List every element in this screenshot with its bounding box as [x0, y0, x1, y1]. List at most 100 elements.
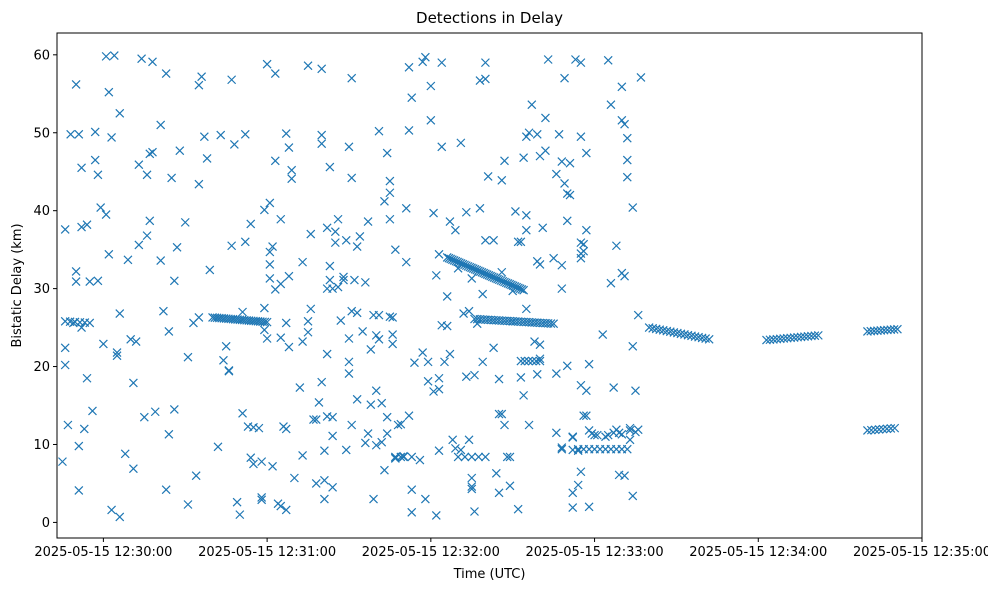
- scatter-point: [104, 87, 114, 97]
- scatter-point: [460, 452, 470, 462]
- scatter-point: [366, 344, 376, 354]
- scatter-point: [648, 323, 658, 333]
- scatter-point: [426, 81, 436, 91]
- scatter-point: [410, 358, 419, 368]
- scatter-point: [622, 444, 632, 454]
- scatter-point: [874, 425, 884, 434]
- scatter-point: [194, 179, 204, 189]
- scatter-point: [382, 412, 392, 422]
- scatter-point: [603, 55, 613, 65]
- chart-title: Detections in Delay: [416, 9, 563, 27]
- scatter-point: [107, 505, 116, 515]
- scatter-point: [396, 419, 406, 429]
- scatter-point: [579, 239, 589, 249]
- scatter-point: [598, 330, 608, 340]
- scatter-point: [470, 507, 479, 516]
- scatter-point: [322, 223, 332, 233]
- scatter-point: [347, 173, 357, 183]
- scatter-point: [437, 58, 447, 68]
- scatter-point: [581, 225, 591, 235]
- scatter-point: [240, 237, 250, 247]
- scatter-point: [295, 383, 305, 393]
- scatter-point: [150, 407, 160, 417]
- scatter-point: [467, 482, 477, 491]
- scatter-point: [505, 481, 515, 491]
- scatter-point: [385, 312, 395, 322]
- scatter-point: [227, 241, 237, 251]
- scatter-point: [644, 323, 654, 333]
- scatter-point: [882, 424, 892, 434]
- scatter-point: [480, 235, 490, 245]
- scatter-point: [213, 442, 223, 452]
- scatter-point: [475, 76, 485, 85]
- scatter-point: [516, 237, 526, 247]
- scatter-point: [363, 429, 373, 438]
- scatter-point: [516, 373, 526, 382]
- scatter-point: [333, 214, 343, 224]
- scatter-point: [134, 160, 144, 170]
- scatter-point: [262, 59, 272, 69]
- scatter-point: [581, 411, 591, 421]
- scatter-point: [622, 172, 632, 182]
- scatter-point: [284, 342, 294, 352]
- scatter-point: [360, 438, 370, 448]
- scatter-point: [560, 178, 569, 188]
- y-axis-ticks: 0 10 20 30 40 50 60: [33, 48, 57, 531]
- scatter-point: [584, 359, 594, 369]
- scatter-point: [79, 424, 89, 434]
- scatter-point: [303, 61, 313, 71]
- scatter-point: [328, 412, 338, 422]
- scatter-point: [557, 284, 567, 294]
- scatter-point: [139, 412, 149, 422]
- scatter-point: [328, 431, 338, 441]
- scatter-point: [662, 326, 672, 336]
- scatter-point: [687, 331, 696, 341]
- scatter-point: [128, 378, 138, 388]
- scatter-point: [380, 196, 389, 206]
- scatter-point: [494, 409, 504, 419]
- scatter-point: [74, 129, 84, 139]
- scatter-point: [164, 429, 174, 439]
- scatter-point: [803, 331, 813, 341]
- scatter-point: [339, 272, 348, 282]
- scatter-point: [622, 155, 632, 165]
- scatter-point: [557, 444, 567, 454]
- scatter-point: [401, 203, 411, 213]
- scatter-point: [401, 257, 411, 267]
- x-axis-label: Time (UTC): [453, 567, 526, 582]
- scatter-point: [519, 153, 529, 163]
- scatter-point: [194, 313, 204, 322]
- scatter-point: [276, 333, 286, 343]
- scatter-point: [434, 446, 444, 456]
- scatter-point: [470, 370, 479, 380]
- y-tick-label: 0: [42, 516, 50, 531]
- scatter-point: [270, 156, 280, 166]
- scatter-point: [694, 332, 703, 342]
- scatter-point: [249, 459, 258, 469]
- scatter-point: [60, 360, 70, 370]
- scatter-point: [101, 210, 111, 220]
- scatter-point: [579, 246, 589, 256]
- scatter-point: [235, 510, 245, 520]
- scatter-point: [420, 52, 430, 62]
- scatter-point: [388, 339, 398, 349]
- scatter-point: [426, 115, 436, 125]
- x-tick-label: 2025-05-15 12:34:00: [689, 545, 827, 560]
- scatter-point: [633, 425, 643, 435]
- scatter-point: [620, 471, 629, 481]
- scatter-point: [128, 464, 138, 474]
- scatter-point: [633, 310, 643, 320]
- scatter-point: [385, 176, 395, 186]
- scatter-point: [289, 473, 299, 483]
- scatter-point: [224, 366, 234, 375]
- scatter-point: [431, 510, 441, 520]
- scatter-point: [347, 306, 357, 316]
- scatter-point: [58, 457, 67, 467]
- scatter-point: [205, 265, 215, 275]
- scatter-point: [90, 155, 100, 165]
- scatter-point: [434, 373, 444, 383]
- scatter-point: [480, 74, 490, 84]
- scatter-point: [609, 383, 619, 393]
- scatter-point: [66, 129, 76, 139]
